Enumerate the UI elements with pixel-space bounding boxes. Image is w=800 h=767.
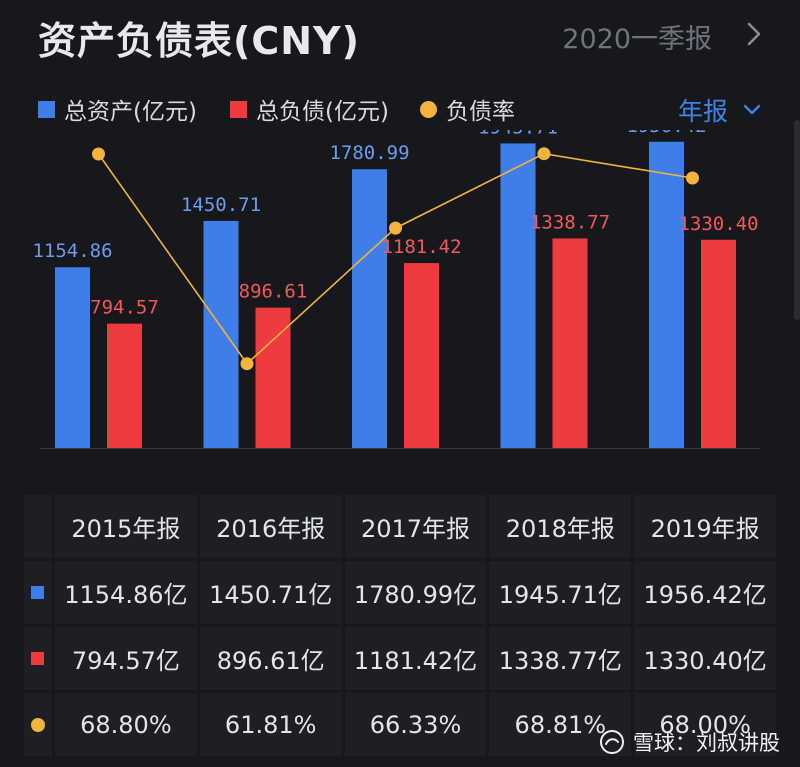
balance-sheet-chart: 1154.86 794.57 1450.71 896.61 1780.99 1181.42… <box>32 130 760 449</box>
bar-assets <box>55 267 90 448</box>
debt-ratio-point <box>686 171 699 185</box>
bar-assets <box>203 220 239 448</box>
snowball-logo-icon <box>600 730 624 754</box>
table-header-cell: 2016年报 <box>199 495 342 558</box>
report-type-label: 年报 <box>677 97 728 126</box>
table-cell: 66.33% <box>344 693 487 756</box>
data-label: 1154.86 <box>32 240 112 262</box>
table-header-cell: 2017年报 <box>344 495 487 558</box>
data-label: 1338.77 <box>530 211 610 233</box>
debt-ratio-point <box>537 147 551 161</box>
header: 资产负债表(CNY) 2020一季报 <box>0 0 800 70</box>
table-header-cell: 2018年报 <box>489 495 632 558</box>
debt-ratio-line <box>97 152 693 365</box>
table-cell: 68.00% <box>634 693 777 756</box>
square-marker-icon <box>31 652 45 665</box>
debt-ratio-point <box>389 221 402 235</box>
table-cell: 794.57亿 <box>54 627 197 690</box>
table-cell: 1945.71亿 <box>489 561 632 624</box>
table-cell: 68.80% <box>54 693 197 756</box>
square-marker-icon <box>31 586 45 599</box>
table-cell: 1956.42亿 <box>634 561 777 624</box>
debt-ratio-point <box>240 357 254 371</box>
data-label: 1450.71 <box>181 194 261 216</box>
table-cell: 1780.99亿 <box>344 561 487 624</box>
legend-item-total-liabilities[interactable]: 总负债(亿元) <box>230 92 389 126</box>
chevron-down-icon <box>743 104 761 115</box>
data-label: 794.57 <box>90 297 159 319</box>
report-type-dropdown[interactable]: 年报 <box>678 92 762 128</box>
legend-item-total-assets[interactable]: 总资产(亿元) <box>38 92 197 126</box>
data-label: 896.61 <box>239 281 308 303</box>
legend-dot-icon <box>420 100 437 118</box>
table-row-debt-ratio: 68.80% 61.81% 66.33% 68.81% 68.00% <box>24 693 777 759</box>
page-title: 资产负债表(CNY) <box>38 19 360 63</box>
data-label: 1181.42 <box>381 236 461 258</box>
legend-swatch-icon <box>38 100 55 118</box>
data-label: 1945.71 <box>478 130 558 138</box>
bar-liabilities <box>404 263 439 448</box>
table-header-cell: 2019年报 <box>634 495 777 558</box>
table-cell: 1450.71亿 <box>199 561 342 624</box>
bar-liabilities <box>552 238 588 448</box>
chevron-right-icon[interactable] <box>744 20 764 48</box>
dot-marker-icon <box>30 717 45 732</box>
table-cell: 896.61亿 <box>199 627 342 690</box>
table-cell: 1154.86亿 <box>54 561 197 624</box>
legend-item-debt-ratio[interactable]: 负债率 <box>420 92 515 126</box>
legend-swatch-icon <box>230 100 247 118</box>
data-label: 1956.42 <box>626 130 706 137</box>
table-cell: 1330.40亿 <box>634 627 777 690</box>
row-marker <box>24 561 52 624</box>
data-label: 1780.99 <box>329 142 409 164</box>
bar-assets <box>500 143 536 448</box>
row-marker <box>24 627 52 690</box>
debt-ratio-point <box>92 147 105 161</box>
table-cell: 1181.42亿 <box>344 627 487 690</box>
row-marker <box>24 693 52 756</box>
table-header-row: 2015年报 2016年报 2017年报 2018年报 2019年报 <box>24 495 777 561</box>
table-row-total-liabilities: 794.57亿 896.61亿 1181.42亿 1338.77亿 1330.4… <box>24 627 777 693</box>
table-cell: 1338.77亿 <box>489 627 632 690</box>
table-cell: 68.81% <box>489 693 632 756</box>
bar-assets <box>649 141 684 448</box>
bar-liabilities <box>701 239 736 448</box>
table-corner <box>24 495 52 558</box>
watermark: 雪球：刘叔讲股 <box>599 727 780 757</box>
table-cell: 61.81% <box>199 693 342 756</box>
scrollbar[interactable] <box>794 120 800 320</box>
data-table: 2015年报 2016年报 2017年报 2018年报 2019年报 1154.… <box>24 495 777 759</box>
table-header-cell: 2015年报 <box>54 495 197 558</box>
table-row-total-assets: 1154.86亿 1450.71亿 1780.99亿 1945.71亿 1956… <box>24 561 777 627</box>
watermark-text: 雪球：刘叔讲股 <box>633 731 780 755</box>
data-label: 1330.40 <box>678 213 758 235</box>
bar-assets <box>352 169 387 449</box>
bar-liabilities <box>107 323 142 448</box>
bar-liabilities <box>255 307 291 448</box>
period-selector[interactable]: 2020一季报 <box>562 24 712 55</box>
